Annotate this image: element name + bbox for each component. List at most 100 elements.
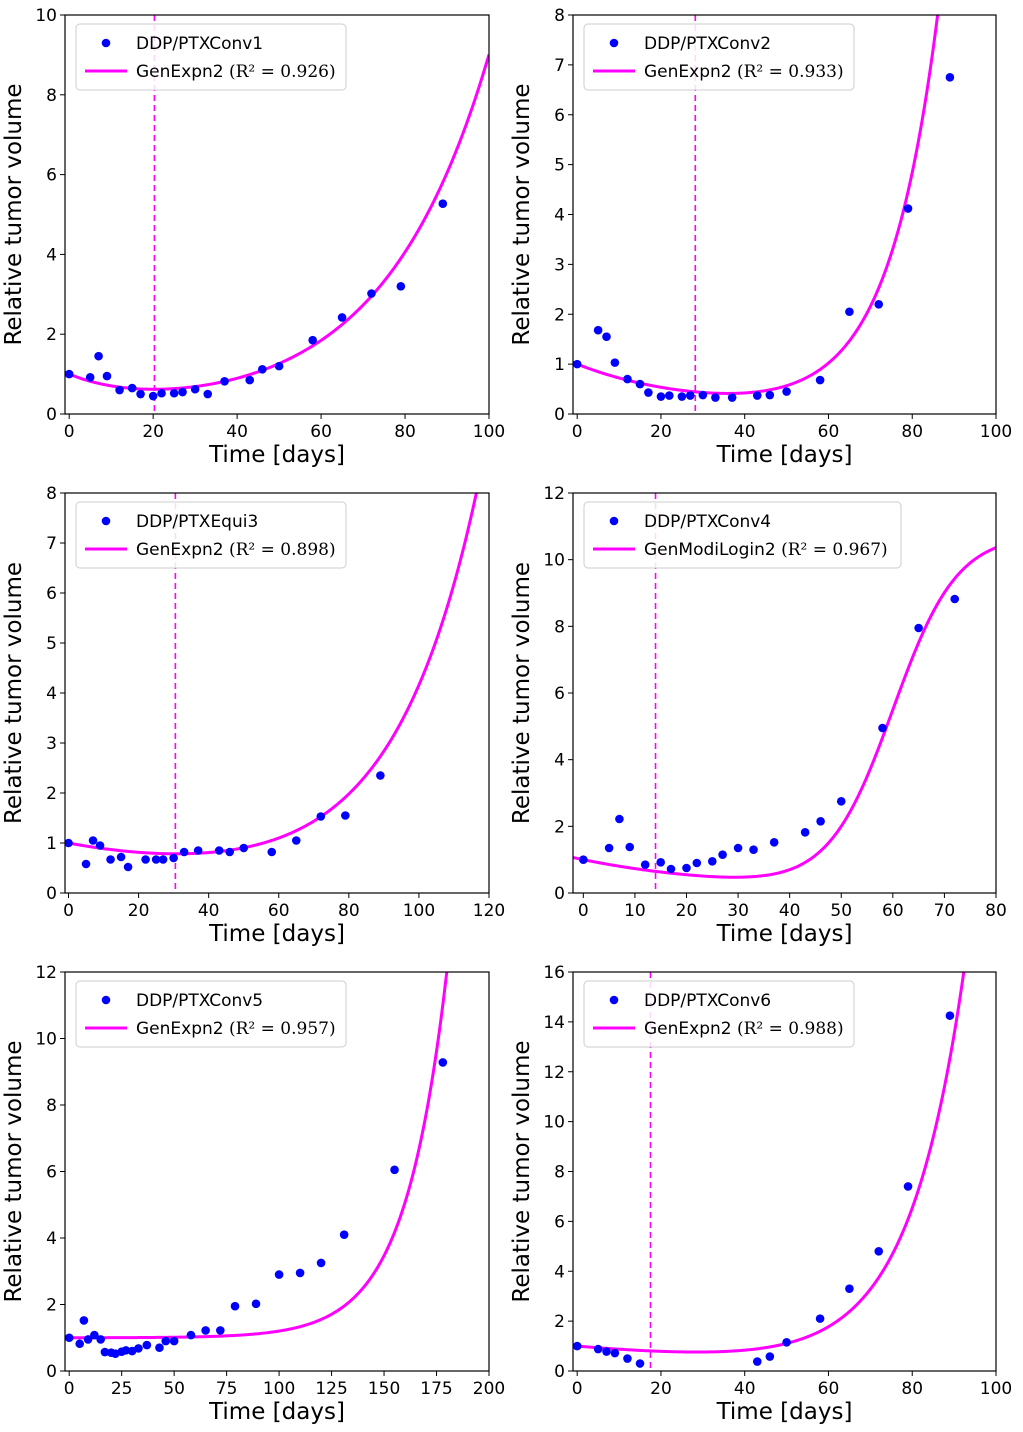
y-tick-label: 4 bbox=[554, 751, 565, 771]
data-point bbox=[602, 1347, 611, 1356]
data-point bbox=[692, 858, 702, 868]
y-tick-label: 6 bbox=[554, 1212, 565, 1232]
data-point bbox=[718, 850, 727, 859]
y-tick-label: 8 bbox=[46, 484, 57, 504]
x-tick-label: 80 bbox=[901, 1379, 923, 1399]
y-tick-label: 2 bbox=[554, 1312, 565, 1332]
data-point bbox=[127, 383, 137, 393]
y-axis-label: Relative tumor volume bbox=[1, 562, 27, 824]
x-tick-label: 100 bbox=[263, 1379, 295, 1399]
data-point bbox=[623, 1354, 632, 1363]
x-tick-label: 25 bbox=[111, 1379, 133, 1399]
data-point bbox=[765, 1352, 775, 1361]
panel-3: 0 20 40 60 80 100 120 0 1 2 3 4 5 6 7 8 Time [days] Relat… bbox=[1, 484, 505, 947]
data-point bbox=[573, 359, 582, 369]
data-point bbox=[316, 812, 326, 821]
data-point bbox=[656, 858, 665, 867]
legend-points-label: DDP/PTXConv5 bbox=[136, 991, 263, 1011]
data-point bbox=[230, 1301, 240, 1311]
data-point bbox=[376, 771, 385, 780]
x-tick-label: 100 bbox=[473, 422, 505, 442]
y-tick-label: 14 bbox=[543, 1013, 565, 1033]
x-tick-label: 50 bbox=[163, 1379, 185, 1399]
data-point bbox=[95, 841, 105, 850]
x-tick-label: 40 bbox=[198, 901, 220, 921]
panel-6: 0 20 40 60 80 100 0 2 4 6 8 10 12 14 16 Time [days] Rela… bbox=[509, 963, 1012, 1425]
data-point bbox=[115, 385, 124, 395]
data-point bbox=[251, 1299, 261, 1309]
y-tick-label: 2 bbox=[554, 817, 565, 837]
y-tick-label: 0 bbox=[46, 884, 57, 904]
data-point bbox=[782, 1338, 791, 1347]
axes-frame bbox=[64, 14, 490, 415]
data-point bbox=[161, 1336, 171, 1346]
data-point bbox=[291, 836, 301, 845]
legend-points-label: DDP/PTXConv1 bbox=[136, 34, 263, 54]
data-point bbox=[178, 387, 187, 397]
data-point bbox=[75, 1339, 84, 1349]
data-point bbox=[593, 325, 603, 335]
y-tick-label: 7 bbox=[554, 56, 565, 76]
data-point bbox=[845, 1284, 854, 1294]
legend-point-marker bbox=[609, 516, 619, 526]
data-point bbox=[682, 863, 691, 873]
data-point bbox=[677, 392, 687, 401]
data-point bbox=[179, 847, 189, 857]
legend-box bbox=[583, 23, 855, 91]
data-point bbox=[193, 846, 203, 855]
panel-4: 0 10 20 30 40 50 60 70 80 0 2 4 6 8 10 12 Time [days] Rel… bbox=[509, 484, 1007, 947]
data-point bbox=[274, 361, 284, 371]
data-point bbox=[815, 1314, 825, 1323]
fit-curve bbox=[65, 54, 489, 391]
x-tick-label: 30 bbox=[727, 901, 749, 921]
y-tick-label: 0 bbox=[46, 405, 57, 425]
x-axis-label: Time [days] bbox=[716, 1399, 853, 1425]
y-tick-label: 0 bbox=[554, 405, 565, 425]
x-tick-label: 60 bbox=[268, 901, 290, 921]
x-tick-label: 50 bbox=[830, 901, 852, 921]
data-point bbox=[602, 332, 611, 341]
data-point bbox=[116, 852, 126, 862]
x-tick-label: 60 bbox=[310, 422, 332, 442]
legend-fit-label: GenExpn2 (R² = 0.957) bbox=[136, 1019, 336, 1039]
x-tick-label: 70 bbox=[934, 901, 956, 921]
data-point bbox=[216, 1326, 225, 1335]
y-axis-label: Relative tumor volume bbox=[509, 1040, 535, 1302]
y-tick-label: 0 bbox=[554, 884, 565, 904]
y-tick-label: 16 bbox=[543, 963, 565, 983]
y-tick-label: 12 bbox=[543, 1063, 565, 1083]
x-tick-label: 60 bbox=[818, 422, 840, 442]
data-point bbox=[727, 393, 737, 402]
x-tick-label: 80 bbox=[338, 901, 360, 921]
legend-box bbox=[75, 501, 347, 569]
y-axis-label: Relative tumor volume bbox=[1, 83, 27, 345]
y-tick-label: 3 bbox=[554, 255, 565, 275]
data-point bbox=[749, 845, 758, 854]
y-tick-label: 8 bbox=[554, 617, 565, 637]
data-point bbox=[610, 1348, 620, 1358]
y-tick-label: 4 bbox=[46, 245, 57, 265]
data-point bbox=[579, 855, 588, 864]
data-point bbox=[220, 376, 229, 386]
y-tick-label: 2 bbox=[46, 1296, 57, 1316]
data-point bbox=[123, 862, 133, 872]
panel-1: 0 20 40 60 80 100 0 2 4 6 8 10 Time [days] Relative t… bbox=[1, 6, 505, 468]
x-tick-label: 0 bbox=[64, 1379, 75, 1399]
data-point bbox=[169, 1336, 179, 1346]
legend-box bbox=[75, 23, 347, 91]
x-tick-label: 40 bbox=[734, 1379, 756, 1399]
data-point bbox=[816, 817, 825, 826]
y-tick-label: 5 bbox=[46, 634, 57, 654]
x-tick-label: 0 bbox=[578, 901, 589, 921]
data-point bbox=[625, 842, 635, 852]
x-tick-label: 100 bbox=[980, 422, 1012, 442]
x-tick-label: 80 bbox=[901, 422, 923, 442]
legend-point-marker bbox=[101, 995, 111, 1005]
y-axis-label: Relative tumor volume bbox=[509, 562, 535, 824]
y-tick-label: 12 bbox=[35, 963, 57, 983]
y-tick-label: 2 bbox=[46, 784, 57, 804]
y-tick-label: 10 bbox=[35, 6, 57, 26]
data-point bbox=[341, 811, 350, 820]
x-tick-label: 20 bbox=[128, 901, 150, 921]
